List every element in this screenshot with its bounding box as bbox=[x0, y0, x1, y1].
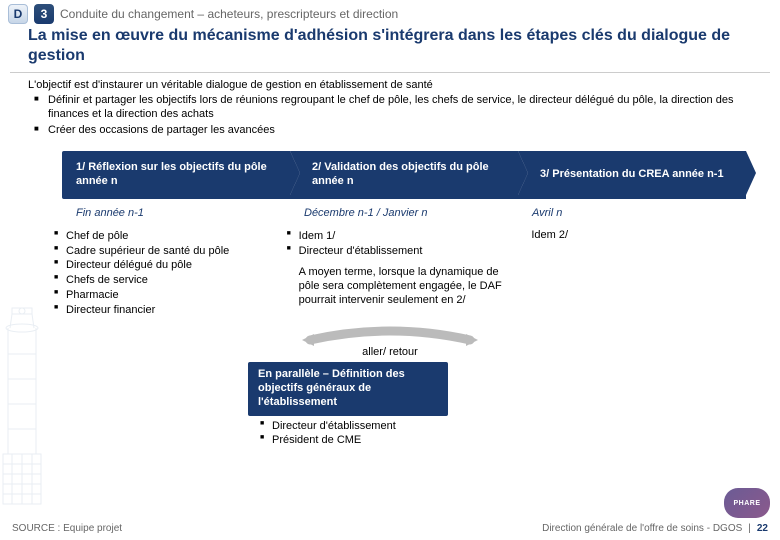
actor-item: Idem 1/ bbox=[287, 230, 510, 244]
actor-item: Directeur financier bbox=[54, 304, 277, 318]
timing-2: Décembre n-1 / Janvier n bbox=[290, 203, 518, 223]
actors-col-1: Chef de pôle Cadre supérieur de santé du… bbox=[54, 229, 287, 319]
badge-section-3: 3 bbox=[34, 4, 54, 24]
actors-col-2: Idem 1/ Directeur d'établissement A moye… bbox=[287, 229, 520, 319]
arrow-note: aller/ retour bbox=[28, 324, 752, 358]
phare-logo: PHARE bbox=[724, 488, 770, 518]
page-number: 22 bbox=[757, 523, 768, 534]
content: L'objectif est d'instaurer un véritable … bbox=[0, 79, 780, 448]
parallel-box: En parallèle – Définition des objectifs … bbox=[248, 362, 448, 415]
footer-org: Direction générale de l'offre de soins -… bbox=[542, 523, 742, 534]
arrow-label: aller/ retour bbox=[362, 346, 418, 358]
process-steps: 1/ Réflexion sur les objectifs du pôle a… bbox=[62, 151, 752, 199]
actor-item: Pharmacie bbox=[54, 289, 277, 303]
divider bbox=[10, 72, 770, 73]
parallel-item: Directeur d'établissement bbox=[260, 420, 752, 434]
objective-list: Définir et partager les objectifs lors d… bbox=[28, 94, 752, 137]
timing-1: Fin année n-1 bbox=[62, 203, 290, 223]
objective-item: Définir et partager les objectifs lors d… bbox=[34, 94, 752, 122]
actor-item: Chef de pôle bbox=[54, 230, 277, 244]
step-1: 1/ Réflexion sur les objectifs du pôle a… bbox=[62, 151, 290, 199]
curved-arrow-icon bbox=[300, 324, 480, 346]
actors-row: Chef de pôle Cadre supérieur de santé du… bbox=[54, 229, 752, 319]
badge-section-d: D bbox=[8, 4, 28, 24]
actor-item: Directeur délégué du pôle bbox=[54, 259, 277, 273]
footer-source: SOURCE : Equipe projet bbox=[12, 523, 122, 534]
actors-col-3: Idem 2/ bbox=[519, 229, 752, 319]
step-2: 2/ Validation des objectifs du pôle anné… bbox=[290, 151, 518, 199]
objective-item: Créer des occasions de partager les avan… bbox=[34, 124, 752, 138]
parallel-list: Directeur d'établissement Président de C… bbox=[260, 420, 752, 449]
page-title: La mise en œuvre du mécanisme d'adhésion… bbox=[0, 26, 780, 72]
actor-item: Idem 2/ bbox=[519, 229, 742, 241]
breadcrumb: Conduite du changement – acheteurs, pres… bbox=[60, 7, 398, 21]
header: D 3 Conduite du changement – acheteurs, … bbox=[0, 0, 780, 26]
parallel-item: Président de CME bbox=[260, 434, 752, 448]
timing-row: Fin année n-1 Décembre n-1 / Janvier n A… bbox=[62, 203, 752, 223]
actors-note: A moyen terme, lorsque la dynamique de p… bbox=[287, 266, 510, 307]
timing-3: Avril n bbox=[518, 203, 746, 223]
actor-item: Directeur d'établissement bbox=[287, 245, 510, 259]
actor-item: Cadre supérieur de santé du pôle bbox=[54, 245, 277, 259]
footer: SOURCE : Equipe projet Direction général… bbox=[0, 523, 780, 534]
step-3: 3/ Présentation du CREA année n-1 bbox=[518, 151, 746, 199]
objective-intro: L'objectif est d'instaurer un véritable … bbox=[28, 79, 752, 91]
actor-item: Chefs de service bbox=[54, 274, 277, 288]
